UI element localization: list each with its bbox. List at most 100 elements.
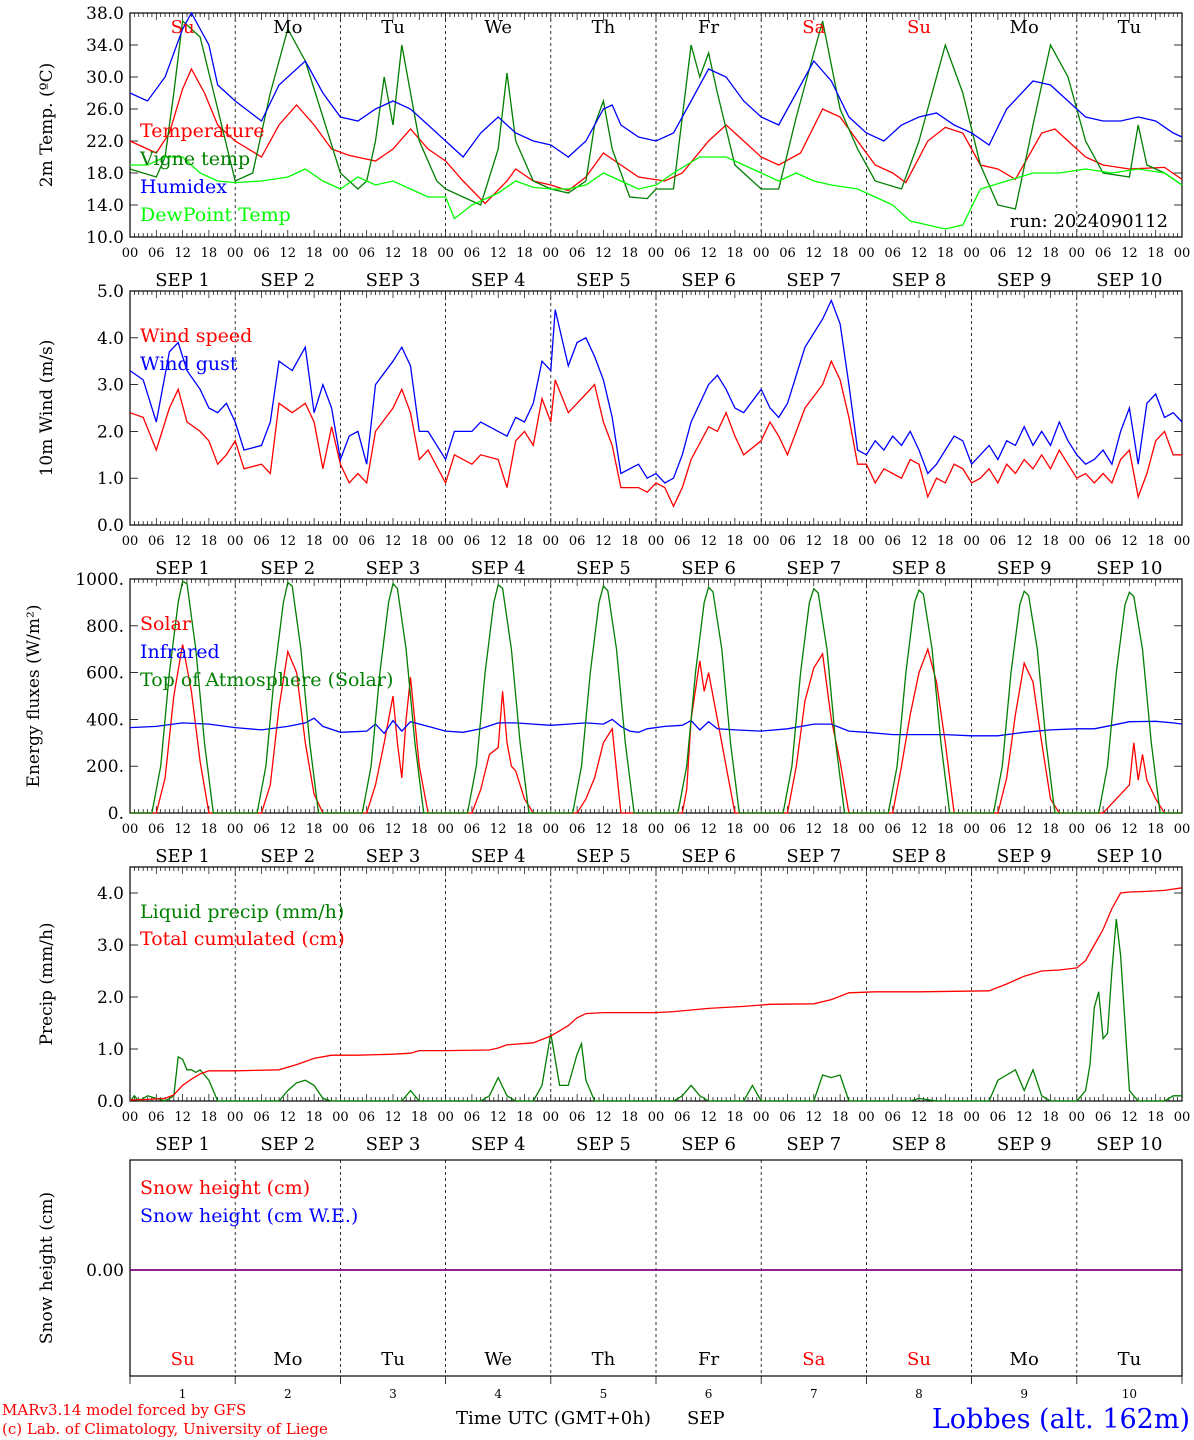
wind-panel: 0.0 1.0 2.0 3.0 4.0 5.0 10m Wind (m/s) 00 06 12 18… xyxy=(37,282,1190,579)
hour-tick-label: 12 xyxy=(385,822,402,837)
hour-tick-label: 18 xyxy=(516,1110,533,1125)
legend-entry: Solar xyxy=(140,613,192,635)
hour-tick-label: 12 xyxy=(1016,822,1033,837)
hour-tick-label: 12 xyxy=(700,822,717,837)
hour-tick-label: 12 xyxy=(280,246,297,261)
day-number: 6 xyxy=(705,1387,713,1401)
y-tick-label: 1.0 xyxy=(97,469,124,489)
hour-tick-label: 06 xyxy=(148,534,165,549)
hour-tick-label: 06 xyxy=(990,534,1007,549)
y-tick-label: 1.0 xyxy=(97,1040,124,1060)
hour-tick-label: 12 xyxy=(595,1110,612,1125)
hour-tick-label: 12 xyxy=(490,246,507,261)
run-annotation: run: 2024090112 xyxy=(1010,211,1168,232)
hour-tick-label: 06 xyxy=(569,822,586,837)
hour-tick-label: 12 xyxy=(911,246,928,261)
hour-tick-label: 06 xyxy=(148,246,165,261)
legend-entry: Snow height (cm W.E.) xyxy=(140,1205,358,1227)
hour-tick-label: 18 xyxy=(1042,534,1059,549)
model-credit: MARv3.14 model forced by GFS xyxy=(2,1401,246,1419)
precip-panel: 0.0 1.0 2.0 3.0 4.0 Precip (mm/h) 00 06 12 18 SEP … xyxy=(37,866,1190,1155)
day-number: 8 xyxy=(915,1387,923,1401)
hour-tick-label: 12 xyxy=(490,1110,507,1125)
hour-tick-label: 00 xyxy=(437,246,454,261)
hour-tick-label: 18 xyxy=(727,1110,744,1125)
hour-tick-label: 00 xyxy=(963,822,980,837)
hour-tick-label: 06 xyxy=(990,822,1007,837)
energy-series-3 xyxy=(130,580,1182,814)
hour-tick-label: 06 xyxy=(779,534,796,549)
hour-tick-label: 00 xyxy=(227,534,244,549)
day-label: SEP 5 xyxy=(576,270,631,291)
hour-tick-label: 18 xyxy=(1042,822,1059,837)
y-tick-label: 4.0 xyxy=(97,884,124,904)
day-label: SEP 8 xyxy=(892,558,947,579)
hour-tick-label: 12 xyxy=(385,246,402,261)
y-axis-label: 10m Wind (m/s) xyxy=(37,340,57,477)
day-label: SEP 10 xyxy=(1096,558,1162,579)
hour-tick-label: 06 xyxy=(674,1110,691,1125)
hour-tick-label: 18 xyxy=(621,246,638,261)
hour-tick-label: 00 xyxy=(1069,1110,1086,1125)
hour-tick-label: 06 xyxy=(569,534,586,549)
y-tick-label: 5.0 xyxy=(97,282,124,302)
hour-tick-label: 12 xyxy=(911,822,928,837)
hour-tick-label: 18 xyxy=(201,822,218,837)
legend-entry: DewPoint Temp xyxy=(140,204,291,226)
hour-tick-label: 00 xyxy=(543,534,560,549)
y-tick-label: 3.0 xyxy=(97,936,124,956)
hour-tick-label: 06 xyxy=(884,534,901,549)
hour-tick-label: 18 xyxy=(727,822,744,837)
day-label: SEP 9 xyxy=(997,270,1052,291)
hour-tick-label: 06 xyxy=(358,246,375,261)
hour-tick-label: 06 xyxy=(464,1110,481,1125)
hour-tick-label: 12 xyxy=(595,246,612,261)
hour-tick-label: 06 xyxy=(884,822,901,837)
temp-series-4 xyxy=(130,156,1183,230)
day-label: SEP 4 xyxy=(471,270,526,291)
legend-entry: Infrared xyxy=(140,641,220,663)
hour-tick-label: 00 xyxy=(1174,246,1191,261)
hour-tick-label: 00 xyxy=(858,1110,875,1125)
day-label: SEP 1 xyxy=(155,1134,210,1155)
temp-series-3 xyxy=(129,11,1183,158)
energy-panel: 0. 200. 400. 600. 800. 1000. Energy fluxes (W/… xyxy=(24,570,1190,867)
hour-tick-label: 12 xyxy=(385,1110,402,1125)
hour-tick-label: 00 xyxy=(648,246,665,261)
hour-tick-label: 00 xyxy=(332,1110,349,1125)
y-tick-label: 2.0 xyxy=(97,422,124,442)
hour-tick-label: 18 xyxy=(306,1110,323,1125)
hour-tick-label: 00 xyxy=(753,822,770,837)
y-axis-label: Precip (mm/h) xyxy=(37,922,57,1045)
day-label: SEP 6 xyxy=(681,270,736,291)
hour-tick-label: 12 xyxy=(911,1110,928,1125)
hour-tick-label: 00 xyxy=(543,246,560,261)
hour-tick-label: 06 xyxy=(253,534,270,549)
weekday-label: Mo xyxy=(1010,1349,1039,1370)
hour-tick-label: 00 xyxy=(227,1110,244,1125)
y-tick-label: 0. xyxy=(108,804,124,824)
hour-tick-label: 06 xyxy=(884,246,901,261)
day-label: SEP 7 xyxy=(786,270,841,291)
y-tick-label: 14.0 xyxy=(86,196,124,216)
hour-tick-label: 18 xyxy=(411,822,428,837)
hour-tick-label: 06 xyxy=(1095,1110,1112,1125)
hour-tick-label: 18 xyxy=(937,246,954,261)
hour-tick-label: 00 xyxy=(122,246,139,261)
weekday-label: Tu xyxy=(1118,1349,1142,1370)
hour-tick-label: 00 xyxy=(858,246,875,261)
hour-tick-label: 18 xyxy=(411,246,428,261)
hour-tick-label: 00 xyxy=(122,822,139,837)
hour-tick-label: 12 xyxy=(174,1110,191,1125)
hour-tick-label: 06 xyxy=(779,1110,796,1125)
day-label: SEP 6 xyxy=(681,1134,736,1155)
hour-tick-label: 00 xyxy=(1069,822,1086,837)
day-number: 3 xyxy=(389,1387,397,1401)
hour-tick-label: 00 xyxy=(1174,534,1191,549)
hour-tick-label: 18 xyxy=(306,534,323,549)
temp-series-1 xyxy=(129,67,1183,205)
hour-tick-label: 12 xyxy=(1016,246,1033,261)
weekday-label: Mo xyxy=(273,1349,302,1370)
hour-tick-label: 12 xyxy=(490,534,507,549)
weekday-label: We xyxy=(484,17,512,38)
